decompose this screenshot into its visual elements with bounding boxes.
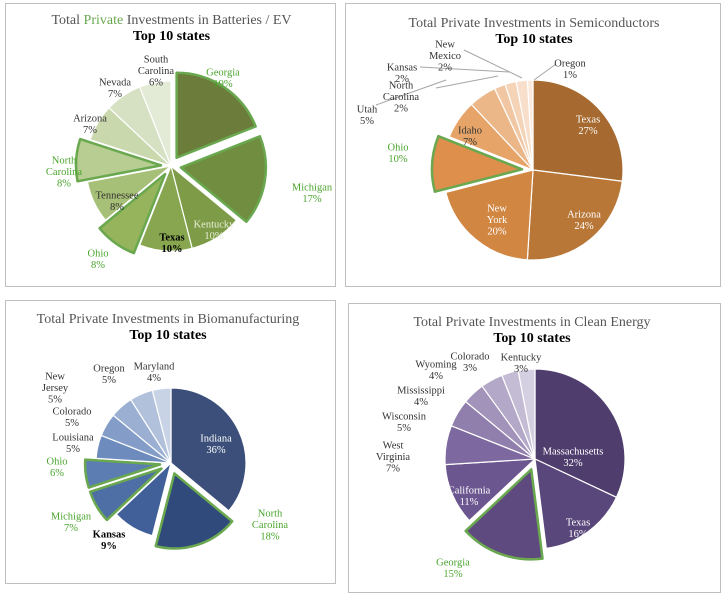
chart-batteries-ev: Total Private Investments in Batteries /… (5, 3, 336, 287)
slice-label: New Jersey 5% (42, 372, 69, 406)
pie-labels: Georgia 19% Michigan 17% Kentucky 10% Texas 10%… (46, 55, 333, 271)
slice-label: Idaho 7% (458, 125, 482, 148)
leader-line (463, 49, 523, 79)
chart-subtitle: Top 10 states (129, 328, 207, 343)
pie-slice-texas (139, 165, 193, 252)
pie-slice-maryland (151, 387, 172, 464)
slice-label: New Mexico 2% (429, 40, 461, 74)
pie-labels: Indiana 36% North Carolina 18% Kansas 9%Michig… (42, 361, 289, 552)
slice-label: Oregon 5% (93, 363, 125, 386)
slice-label: Texas 10% (159, 232, 184, 255)
pie-slice-north-carolina (154, 472, 234, 550)
chart-subtitle: Top 10 states (493, 331, 571, 346)
pie-slices (444, 368, 626, 561)
slice-label: Kentucky 10% (194, 219, 236, 242)
chart-title: Total Private Investments in Clean Energ… (413, 315, 650, 330)
slice-label: Colorado 5% (52, 406, 91, 429)
pie-slice-ohio (83, 458, 162, 489)
pie-labels: Massachusetts 32% Texas 16% Georgia 15% Califo… (376, 351, 603, 580)
pie-slice-oregon (526, 79, 534, 171)
chart-title: Total Private Investments in Semiconduct… (409, 16, 660, 31)
pie-slice-massachusetts (534, 368, 626, 498)
pie-svg-clean-energy: Total Private Investments in Clean Energ… (376, 315, 651, 580)
pie-slice-tennessee (86, 165, 172, 221)
slice-label: New York 20% (487, 204, 508, 238)
pie-slice-indiana (170, 387, 247, 512)
slice-label: Mississippi 4% (397, 385, 445, 408)
leader-line (435, 75, 499, 89)
chart-subtitle: Top 10 states (133, 29, 211, 44)
pie-slice-kentucky (517, 368, 536, 460)
slice-label: Georgia 19% (206, 67, 240, 90)
slice-label: Tennessee 8% (96, 190, 139, 213)
slice-label: Kansas 9% (93, 529, 126, 552)
pie-svg-biomanufacturing: Total Private Investments in Biomanufact… (37, 312, 300, 552)
slice-label: Wisconsin 5% (382, 411, 427, 434)
pie-slices (74, 71, 268, 255)
slice-label: Arizona 7% (73, 113, 107, 136)
pie-slice-texas (534, 458, 618, 549)
pie-svg-batteries-ev: Total Private Investments in Batteries /… (46, 13, 333, 271)
pie-slice-north-carolina (74, 137, 163, 183)
slice-label: California 11% (448, 485, 491, 508)
chart-title: Total Private Investments in Batteries /… (51, 13, 291, 28)
pie-slices (430, 79, 624, 261)
pie-slices (83, 387, 247, 550)
pie-slice-south-carolina (139, 80, 172, 167)
pie-slice-georgia (464, 468, 544, 561)
slice-label: Colorado 3% (450, 351, 489, 374)
slice-label: Nevada 7% (99, 77, 131, 100)
slice-label: Maryland 4% (134, 361, 176, 384)
chart-biomanufacturing: Total Private Investments in Biomanufact… (5, 300, 336, 584)
pie-slice-new-york (445, 169, 534, 261)
slice-label: South Carolina 6% (138, 55, 174, 89)
pie-slice-arizona (526, 169, 623, 261)
pie-slice-georgia (175, 71, 257, 159)
leader-line (419, 66, 510, 73)
slice-label: Kansas 2% (387, 62, 417, 85)
slice-label: Texas 16% (566, 517, 590, 540)
pie-slice-michigan (179, 135, 268, 223)
pie-slice-kansas (115, 462, 172, 537)
slice-label: Arizona 24% (567, 209, 601, 232)
leader-line (375, 79, 447, 106)
slice-label: Wyoming 4% (415, 359, 457, 382)
slice-label: Michigan 7% (51, 511, 92, 534)
chart-clean-energy: Total Private Investments in Clean Energ… (348, 303, 721, 593)
slice-label: Oregon 1% (554, 58, 586, 81)
chart-semiconductors: Total Private Investments in Semiconduct… (345, 3, 721, 287)
slice-label: Texas 27% (576, 114, 600, 137)
chart-title: Total Private Investments in Biomanufact… (37, 312, 300, 327)
slice-label: Indiana 36% (200, 433, 232, 456)
pie-slice-texas (532, 79, 624, 182)
chart-subtitle: Top 10 states (495, 32, 573, 47)
pie-slice-ohio (98, 172, 167, 255)
slice-label: Kentucky 3% (501, 352, 543, 375)
slice-label: Ohio 10% (388, 142, 409, 165)
pie-slice-ohio (430, 134, 524, 193)
slice-label: North Carolina 18% (252, 509, 288, 543)
slice-label: Michigan 17% (292, 182, 333, 205)
slice-label: West Virginia 7% (376, 441, 411, 475)
slice-label: North Carolina 2% (383, 81, 419, 115)
leader-line (533, 63, 557, 81)
slice-label: North Carolina 8% (46, 156, 82, 190)
slice-label: Ohio 6% (47, 456, 68, 479)
pie-labels: Texas 27% Arizona 24% New York 20% Ohio 10% Idaho… (357, 40, 601, 238)
slice-label: Ohio 8% (88, 248, 109, 271)
pie-svg-semiconductors: Total Private Investments in Semiconduct… (357, 16, 660, 261)
pie-slice-michigan (88, 467, 163, 522)
slice-label: Massachusetts 32% (543, 446, 604, 469)
slice-label: Louisiana 5% (52, 432, 94, 455)
slice-label: Utah 5% (357, 104, 378, 127)
slice-label: Georgia 15% (436, 557, 470, 580)
